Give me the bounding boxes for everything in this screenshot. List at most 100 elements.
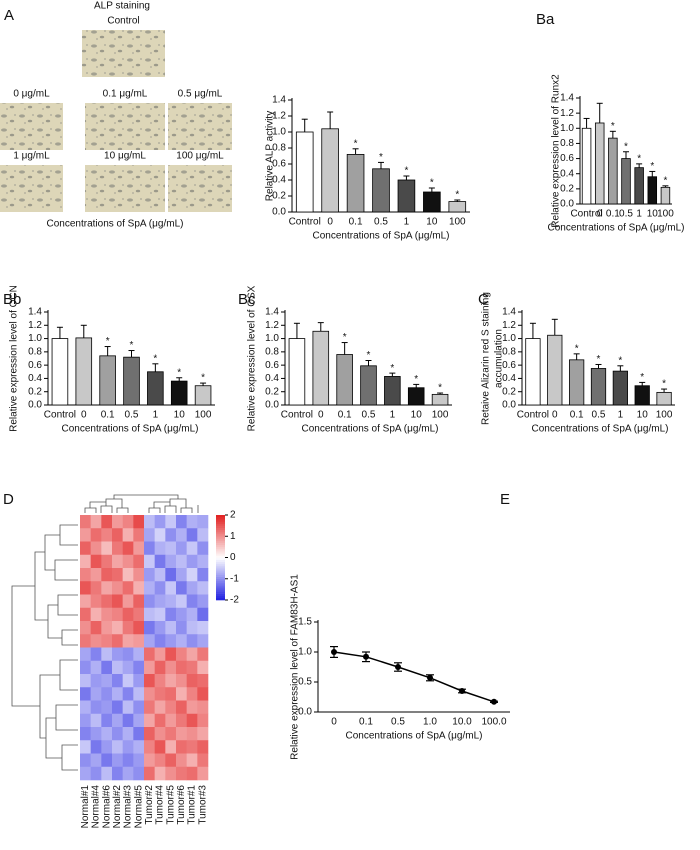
heatmap-cell bbox=[90, 634, 102, 648]
heatmap-cell bbox=[133, 647, 145, 662]
significance-label: * bbox=[106, 336, 110, 347]
heatmap-cell bbox=[122, 753, 134, 768]
heatmap-cell bbox=[101, 674, 113, 688]
heatmap-cell bbox=[90, 515, 102, 529]
heatmap-cell bbox=[165, 727, 177, 741]
heatmap-cell bbox=[80, 700, 91, 715]
heatmap-cell bbox=[165, 740, 177, 754]
y-tick-label: 0.8 bbox=[502, 346, 516, 357]
y-axis-title: Relative expression level of Runx2 bbox=[551, 74, 562, 228]
heatmap-cell bbox=[122, 687, 134, 701]
colorbar-segment bbox=[216, 555, 225, 558]
heatmap-cell bbox=[165, 568, 177, 582]
x-tick-label: 0.5 bbox=[374, 217, 388, 228]
significance-label: * bbox=[624, 141, 628, 152]
heatmap-cell bbox=[154, 634, 166, 648]
heatmap-cell bbox=[144, 647, 155, 662]
heatmap-cell bbox=[133, 581, 145, 595]
heatmap-cell bbox=[80, 554, 91, 569]
heatmap-cell bbox=[112, 554, 123, 569]
x-tick-label: 10 bbox=[426, 217, 438, 228]
colorbar-segment bbox=[216, 572, 225, 575]
heatmap-cell bbox=[165, 621, 177, 635]
column-label: Normal#4 bbox=[91, 785, 102, 829]
heatmap-cell bbox=[112, 528, 123, 542]
x-tick-label: 1 bbox=[153, 410, 159, 421]
colorbar-segment bbox=[216, 551, 225, 554]
heatmap-cell bbox=[101, 621, 113, 635]
heatmap-cell bbox=[80, 528, 91, 542]
colorbar-segment bbox=[216, 593, 225, 597]
colorbar-tick-label: 0 bbox=[230, 552, 236, 563]
x-tick-label: Control bbox=[281, 410, 313, 421]
x-tick-label: 1 bbox=[404, 217, 410, 228]
y-tick-label: 0.4 bbox=[502, 373, 516, 384]
x-tick-label: 0.1 bbox=[101, 410, 115, 421]
x-tick-label: 10 bbox=[411, 410, 423, 421]
heatmap-cell bbox=[101, 528, 113, 542]
heatmap-cell bbox=[154, 727, 166, 741]
significance-label: * bbox=[455, 190, 459, 201]
heatmap-cell bbox=[144, 515, 155, 529]
x-tick-label: 1 bbox=[636, 209, 642, 220]
colorbar-segment bbox=[216, 542, 225, 546]
heatmap-cell bbox=[122, 581, 134, 595]
staining-image bbox=[168, 165, 232, 212]
heatmap-cell bbox=[80, 515, 91, 529]
heatmap-cell bbox=[133, 568, 145, 582]
heatmap-cell bbox=[80, 607, 91, 622]
heatmap-cell bbox=[165, 594, 177, 609]
heatmap-cell bbox=[122, 700, 134, 715]
heatmap-cell bbox=[197, 594, 209, 609]
y-tick-label: 1.4 bbox=[28, 307, 42, 318]
colorbar-segment bbox=[216, 578, 225, 582]
significance-label: * bbox=[618, 355, 622, 366]
heatmap-cell bbox=[112, 634, 123, 648]
significance-label: * bbox=[153, 353, 157, 364]
heatmap-cell bbox=[112, 740, 123, 754]
y-tick-label: 1.2 bbox=[265, 320, 279, 331]
heatmap-cell bbox=[176, 700, 187, 715]
x-tick-label: 0.5 bbox=[362, 410, 376, 421]
heatmap-cell bbox=[197, 700, 209, 715]
heatmap-cell bbox=[112, 660, 123, 675]
heatmap-cell bbox=[165, 607, 177, 622]
significance-label: * bbox=[379, 152, 383, 163]
x-tick-label: 0 bbox=[327, 217, 333, 228]
x-tick-label: 0 bbox=[597, 209, 603, 220]
y-tick-label: 0.2 bbox=[265, 386, 279, 397]
heatmap-cell bbox=[186, 515, 198, 529]
heatmap-cell bbox=[144, 674, 155, 688]
x-tick-label: 0 bbox=[318, 410, 324, 421]
significance-label: * bbox=[640, 372, 644, 383]
colorbar-segment bbox=[216, 561, 225, 565]
y-tick-label: 1.0 bbox=[298, 647, 312, 658]
heatmap-cell bbox=[165, 700, 177, 715]
heatmap-cell bbox=[101, 541, 113, 556]
point bbox=[363, 653, 369, 660]
x-tick-label: 0.5 bbox=[391, 717, 405, 728]
heatmap-cell bbox=[112, 674, 123, 688]
heatmap-cell bbox=[80, 647, 91, 662]
x-tick-label: 0.1 bbox=[349, 217, 363, 228]
image-label: 0.5 μg/mL bbox=[178, 89, 223, 100]
y-tick-label: 0.2 bbox=[502, 386, 516, 397]
bar bbox=[397, 179, 416, 213]
heatmap-cell bbox=[122, 554, 134, 569]
heatmap-cell bbox=[122, 660, 134, 675]
heatmap-cell bbox=[101, 713, 113, 728]
heatmap-cell bbox=[80, 568, 91, 582]
heatmap-cell bbox=[186, 740, 198, 754]
heatmap-cell bbox=[101, 740, 113, 754]
x-tick-label: 1.0 bbox=[423, 717, 437, 728]
heatmap-cell bbox=[101, 515, 113, 529]
heatmap-cell bbox=[165, 541, 177, 556]
heatmap-cell bbox=[101, 568, 113, 582]
x-tick-label: 10.0 bbox=[452, 717, 472, 728]
heatmap-cell bbox=[90, 766, 102, 781]
image-label: 0.1 μg/mL bbox=[103, 89, 148, 100]
significance-label: * bbox=[354, 138, 358, 149]
heatmap-cell bbox=[176, 568, 187, 582]
heatmap-cell bbox=[112, 700, 123, 715]
heatmap-cell bbox=[197, 753, 209, 768]
